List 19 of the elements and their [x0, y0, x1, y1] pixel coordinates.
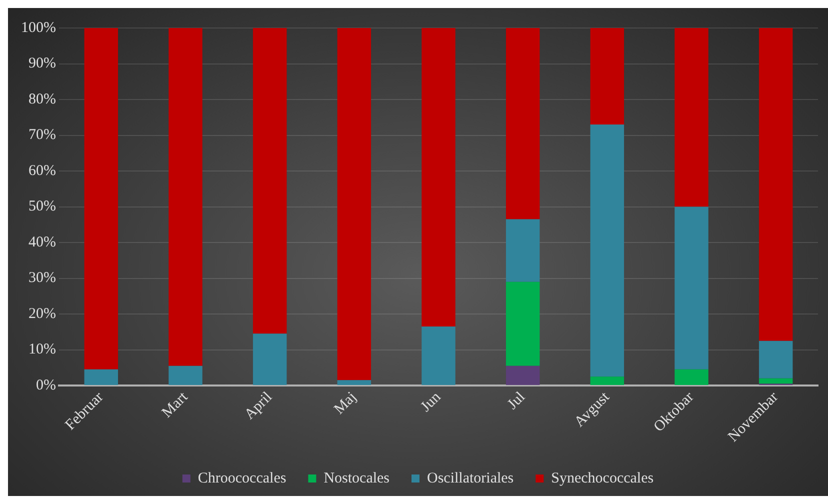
y-tick-label: 50%	[28, 198, 56, 215]
y-tick-label: 0%	[36, 377, 56, 394]
y-tick-label: 70%	[28, 127, 56, 144]
y-tick-label: 80%	[28, 91, 56, 108]
y-tick-label: 60%	[28, 162, 56, 179]
legend-label: Nostocales	[324, 470, 390, 486]
x-tick-label: Jun	[418, 388, 444, 416]
legend-label: Oscillatoriales	[427, 470, 514, 486]
x-tick-label: Mart	[159, 388, 192, 422]
x-tick-label: Maj	[331, 389, 360, 418]
y-tick-label: 100%	[20, 20, 56, 36]
y-tick-label: 90%	[28, 56, 56, 72]
y-tick-label: 20%	[28, 306, 56, 322]
x-tick-label: Jul	[504, 389, 528, 413]
y-tick-label: 40%	[28, 234, 56, 250]
legend-label: Synechococcales	[551, 470, 654, 486]
y-tick-label: 30%	[28, 270, 56, 286]
y-tick-label: 10%	[28, 342, 56, 358]
legend-label: Chroococcales	[198, 470, 286, 486]
